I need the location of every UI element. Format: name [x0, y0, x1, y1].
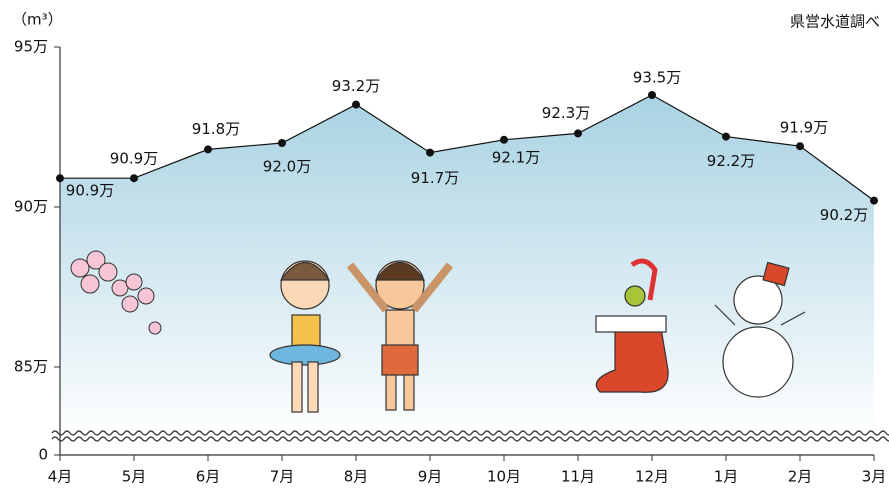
x-tick-label: 5月 [122, 468, 147, 486]
data-label: 92.0万 [263, 158, 311, 176]
decoration-stocking [595, 258, 669, 393]
x-tick-label: 7月 [270, 468, 295, 486]
data-point [648, 91, 656, 99]
data-point [352, 100, 360, 109]
decoration-snowman [714, 261, 806, 398]
x-tick-label: 6月 [196, 468, 221, 486]
y-tick-label: 90万 [14, 198, 48, 216]
x-tick-label: 8月 [344, 468, 369, 486]
x-tick-label: 10月 [487, 468, 521, 486]
data-point [278, 139, 286, 147]
data-label: 93.5万 [633, 69, 681, 87]
data-point [130, 174, 138, 183]
data-label: 91.9万 [780, 119, 828, 137]
x-tick-label: 2月 [788, 468, 813, 486]
data-label: 92.3万 [542, 104, 590, 122]
data-label: 91.7万 [411, 169, 459, 187]
x-tick-label: 3月 [862, 468, 887, 486]
data-point [870, 196, 878, 205]
data-label: 92.1万 [492, 148, 540, 166]
data-label: 91.8万 [192, 120, 240, 138]
data-point [426, 148, 434, 157]
x-tick-label: 1月 [714, 468, 739, 486]
x-tick-label: 9月 [418, 468, 443, 486]
area-fill [60, 95, 874, 441]
x-tick-label: 12月 [635, 468, 669, 486]
data-point [204, 145, 212, 154]
data-point [722, 132, 730, 141]
decoration-kids [269, 260, 454, 413]
axis-break [51, 430, 889, 436]
y-tick-label: 85万 [14, 358, 48, 376]
data-label: 90.9万 [66, 182, 114, 200]
data-point [796, 142, 804, 151]
data-point [574, 129, 582, 138]
axis-break [51, 436, 889, 442]
data-point [56, 174, 64, 183]
data-point [500, 135, 508, 144]
line [60, 94, 875, 202]
data-label: 92.2万 [707, 152, 755, 170]
x-tick-label: 4月 [48, 468, 73, 486]
source-note: 県営水道調べ [790, 13, 880, 31]
data-label: 90.2万 [820, 206, 868, 224]
x-tick-label: 11月 [561, 468, 595, 486]
data-label: 90.9万 [110, 150, 158, 168]
unit-label: （m³） [12, 11, 63, 29]
decoration-sakura [70, 250, 162, 335]
data-label: 93.2万 [332, 77, 380, 95]
y-tick-label: 0 [38, 446, 48, 464]
y-tick-label: 95万 [14, 38, 48, 56]
